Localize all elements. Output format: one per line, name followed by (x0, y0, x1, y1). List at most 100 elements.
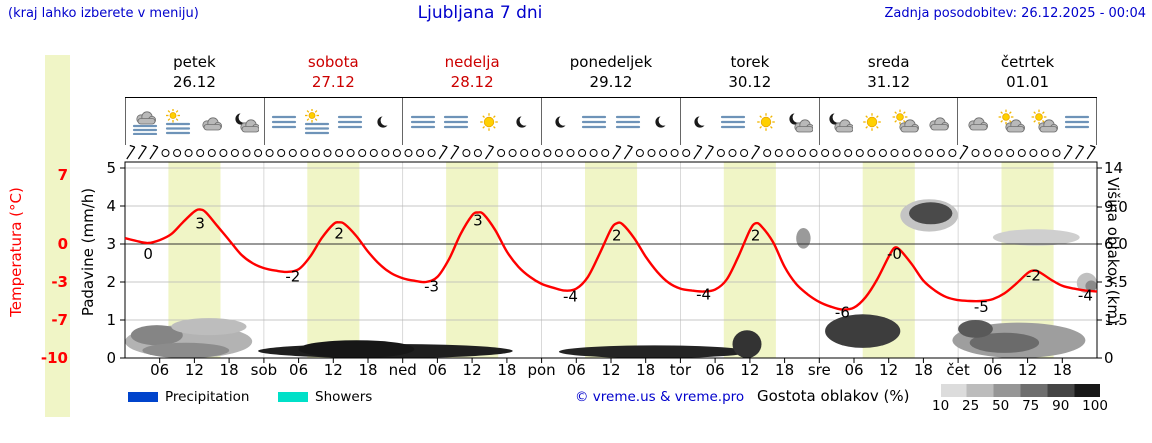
weather-icons-nedelja (402, 98, 541, 145)
wind-barb (1063, 144, 1073, 160)
wind-calm-circle (821, 149, 830, 157)
wind-barb (612, 144, 622, 160)
fog-icon (271, 115, 296, 128)
x-hour-label: 18 (1053, 361, 1072, 379)
wind-calm-circle (647, 149, 656, 157)
wind-calm-circle (277, 149, 286, 157)
showers-swatch (278, 392, 308, 402)
wind-calm-circle (682, 149, 691, 157)
wind-calm-circle (230, 149, 239, 157)
wind-calm-circle (994, 149, 1003, 157)
fog-icon (721, 115, 746, 128)
cloud-icon (968, 116, 989, 130)
wind-calm-circle (508, 149, 517, 157)
temperature-value-label: -4 (563, 288, 578, 306)
moon-icon (555, 114, 570, 128)
height-tick-label: 1.5 (1104, 311, 1128, 329)
day-header-nedelja: nedelja 28.12 (403, 52, 542, 92)
wind-calm-circle (809, 149, 818, 157)
wind-calm-circle (983, 149, 992, 157)
wind-barb (149, 144, 159, 160)
temp-tick-label: -3 (51, 273, 68, 291)
wind-calm-circle (346, 149, 355, 157)
precipitation-legend-label: Precipitation (165, 389, 250, 405)
temperature-value-label: -3 (424, 278, 439, 296)
day-header-sreda: sreda 31.12 (819, 52, 958, 92)
precip-tick-label: 1 (106, 311, 116, 329)
day-headers: petek 26.12 sobota 27.12 nedelja 28.12 ponedel… (125, 52, 1097, 92)
wind-calm-circle (462, 149, 471, 157)
cloud-icon (929, 116, 950, 130)
temperature-value-label: 2 (751, 226, 761, 244)
wind-calm-circle (948, 149, 957, 157)
left-daylight-strip (45, 55, 70, 417)
weather-icon-strip (125, 97, 1098, 145)
wind-calm-circle (369, 149, 378, 157)
wind-barb (1086, 144, 1096, 160)
wind-calm-circle (844, 149, 853, 157)
x-hour-label: 06 (706, 361, 725, 379)
cloud-scale-value: 25 (962, 398, 980, 414)
wind-calm-circle (670, 149, 679, 157)
height-tick-label: 6.0 (1104, 235, 1128, 253)
day-name: petek (173, 53, 216, 71)
wind-calm-circle (311, 149, 320, 157)
wind-calm-circle (427, 149, 436, 157)
wind-calm-circle (635, 149, 644, 157)
day-name: ponedeljek (569, 53, 653, 71)
wind-calm-circle (265, 149, 274, 157)
temperature-value-label: 3 (195, 215, 205, 233)
cloud-region (1085, 280, 1097, 292)
wind-calm-circle (543, 149, 552, 157)
fog-icon (443, 115, 468, 128)
sun-icon (757, 112, 776, 131)
day-date: 29.12 (589, 73, 633, 91)
x-hour-label: 06 (150, 361, 169, 379)
day-name: sobota (307, 53, 359, 71)
wind-barb (693, 144, 703, 160)
height-tick-label: 0 (1104, 349, 1114, 367)
x-day-abbrev-label: ned (389, 361, 417, 379)
wind-calm-circle (473, 149, 482, 157)
page-title: Ljubljana 7 dni (417, 3, 543, 23)
height-tick-label: 14 (1104, 159, 1123, 177)
cloud-density-scale-bar (941, 384, 1100, 397)
wind-calm-circle (207, 149, 216, 157)
wind-calm-circle (288, 149, 297, 157)
x-hour-label: 06 (567, 361, 586, 379)
x-hour-label: 06 (428, 361, 447, 379)
day-date: 30.12 (728, 73, 772, 91)
moon-icon (377, 114, 392, 128)
x-hour-label: 06 (289, 361, 308, 379)
wind-calm-circle (601, 149, 610, 157)
precipitation-swatch (128, 392, 158, 402)
fog-cloud-icon (133, 110, 158, 135)
weather-icons-ponedeljek (541, 98, 680, 145)
wind-calm-circle (300, 149, 309, 157)
moon-icon (516, 114, 530, 128)
cloud-region (130, 325, 183, 346)
x-hour-label: 18 (775, 361, 794, 379)
wind-calm-circle (196, 149, 205, 157)
temperature-value-label: 0 (143, 245, 153, 263)
wind-calm-circle (878, 149, 887, 157)
day-header-sobota: sobota 27.12 (264, 52, 403, 92)
wind-calm-circle (404, 149, 413, 157)
wind-calm-circle (1006, 149, 1015, 157)
copyright-link[interactable]: © vreme.us & vreme.pro (575, 389, 745, 405)
day-date: 26.12 (172, 73, 216, 91)
x-hour-label: 12 (1018, 361, 1037, 379)
day-name: četrtek (1000, 53, 1055, 71)
wind-calm-circle (925, 149, 934, 157)
wind-barb (137, 144, 147, 160)
weather-icons-sreda (818, 98, 958, 145)
daylight-band (446, 162, 499, 358)
daylight-band (585, 162, 638, 358)
day-header-petek: petek 26.12 (125, 52, 264, 92)
wind-calm-circle (254, 149, 263, 157)
sun-fog-icon (304, 108, 330, 134)
wind-barb (623, 144, 633, 160)
x-day-abbrev-label: tor (670, 361, 692, 379)
